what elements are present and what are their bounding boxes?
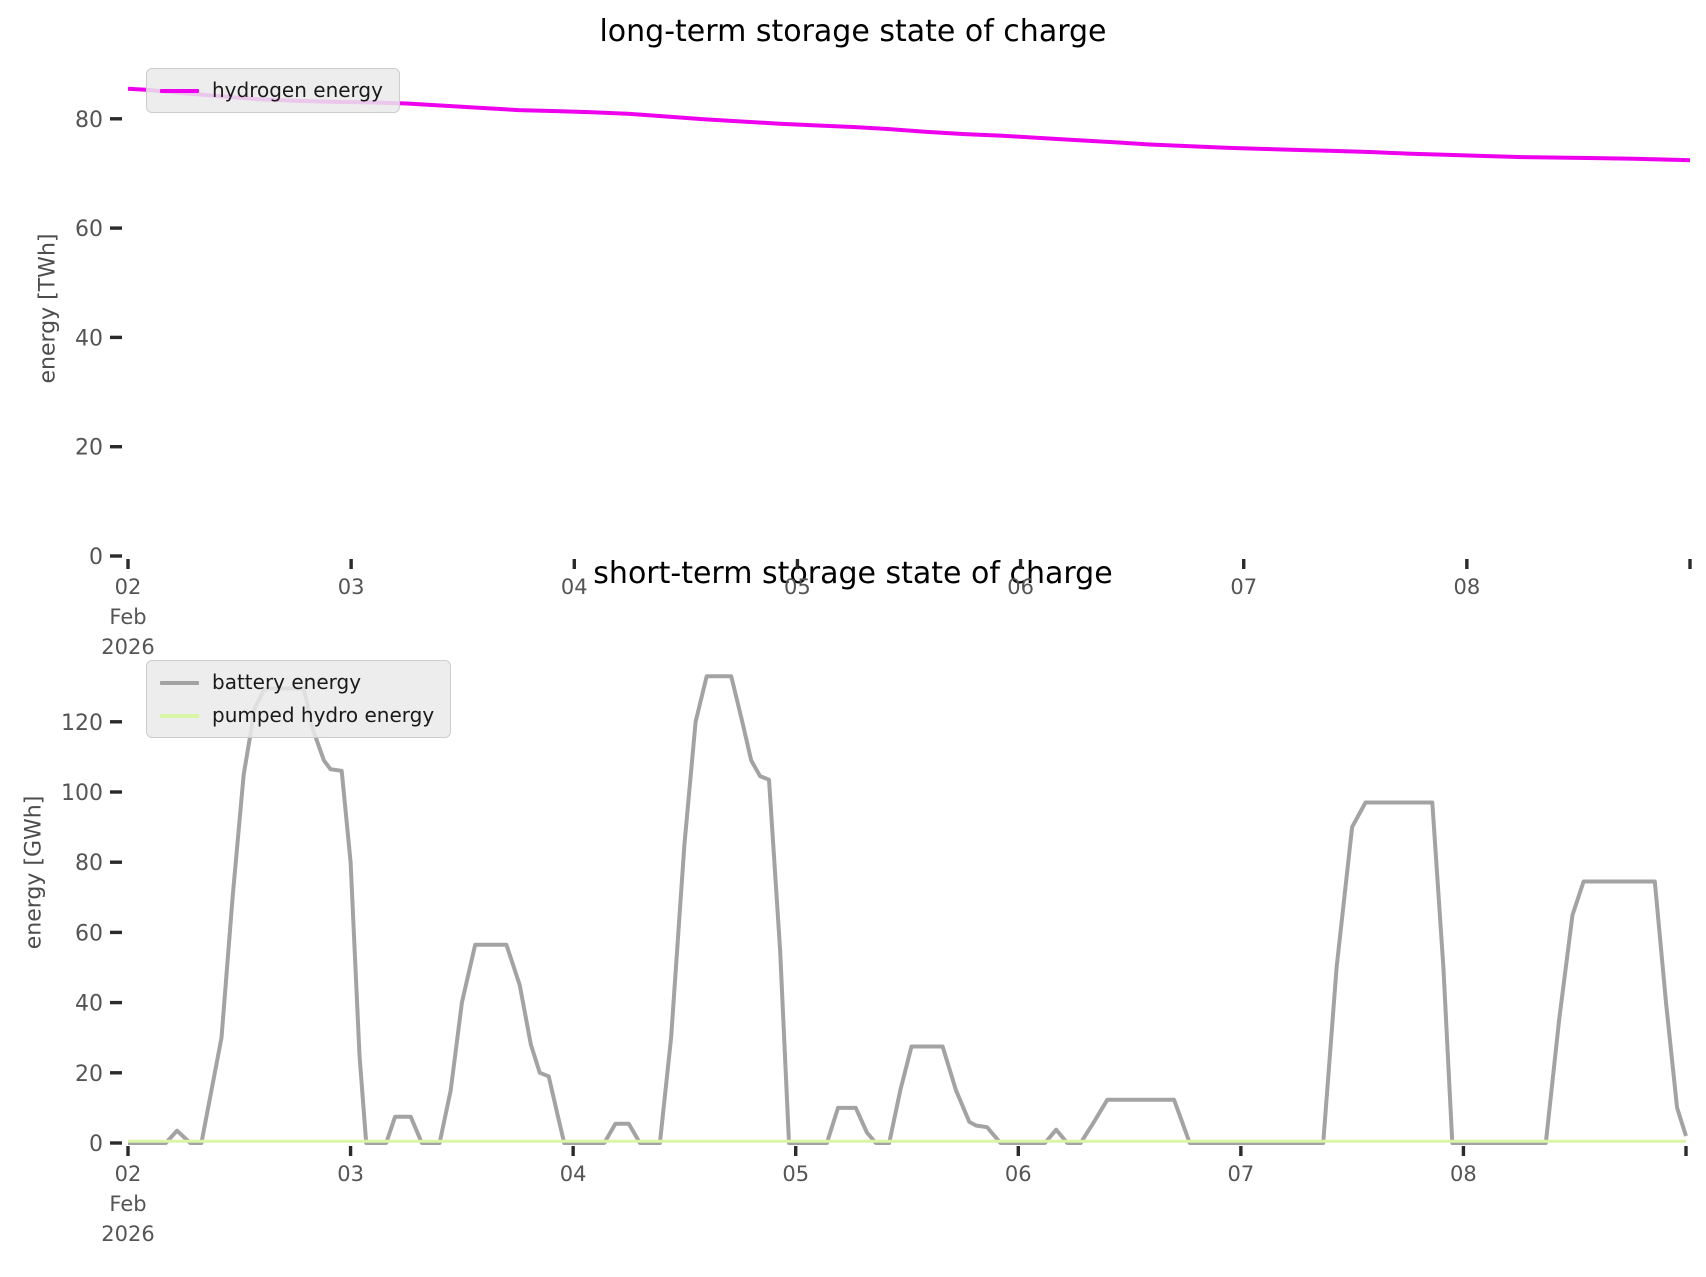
hydrogen-energy-line-swatch [160,88,199,93]
x-axis-month-label: Feb [109,1192,146,1216]
x-tick-label: 03 [338,575,365,599]
hydrogen-energy-legend-label: hydrogen energy [212,78,383,102]
short-term-chart-title: short-term storage state of charge [593,556,1113,591]
x-tick-label: 08 [1450,1162,1477,1186]
y-tick-label: 0 [89,545,103,570]
pumped-hydro-energy-line-swatch [160,713,199,718]
legend-item-hydrogen-energy: hydrogen energy [160,78,383,103]
x-tick-label: 02 [115,575,142,599]
x-axis-month-label: Feb [109,605,146,629]
short-term-legend: battery energy pumped hydro energy [146,660,452,738]
x-tick-label: 05 [784,575,811,599]
y-tick-label: 0 [89,1132,103,1157]
y-tick-label: 60 [75,217,103,242]
y-tick-label: 20 [75,436,103,461]
x-tick-label: 03 [337,1162,364,1186]
y-tick-label: 40 [75,326,103,351]
x-tick-label: 05 [782,1162,809,1186]
x-tick-label: 07 [1227,1162,1254,1186]
x-tick-label: 06 [1005,1162,1032,1186]
legend-item-battery-energy: battery energy [160,670,434,695]
y-tick-label: 80 [75,851,103,876]
y-tick-label: 20 [75,1062,103,1087]
y-tick-label: 60 [75,921,103,946]
y-tick-label: 120 [61,711,103,736]
x-tick-label: 02 [115,1162,142,1186]
x-tick-label: 08 [1453,575,1480,599]
long-term-legend: hydrogen energy [146,68,400,113]
x-axis-year-label: 2026 [101,635,154,659]
battery-energy-legend-label: battery energy [212,670,362,694]
x-axis-year-label: 2026 [101,1222,154,1246]
battery-energy-line-swatch [160,680,199,685]
y-tick-label: 80 [75,108,103,133]
y-tick-label: 100 [61,781,103,806]
series-line-battery-energy [128,674,1688,1145]
long-term-chart-title: long-term storage state of charge [599,14,1107,49]
x-tick-label: 04 [560,1162,587,1186]
x-tick-label: 06 [1007,575,1034,599]
x-tick-label: 07 [1230,575,1257,599]
x-tick-label: 04 [561,575,588,599]
legend-item-pumped-hydro-energy: pumped hydro energy [160,703,434,728]
y-tick-label: 40 [75,992,103,1017]
pumped-hydro-energy-legend-label: pumped hydro energy [212,703,435,727]
